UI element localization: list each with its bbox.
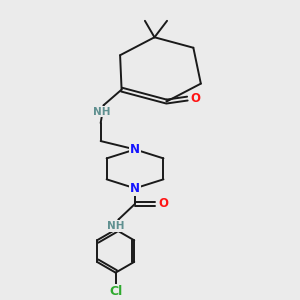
Text: Cl: Cl	[109, 285, 122, 298]
Text: NH: NH	[107, 221, 125, 231]
Text: NH: NH	[92, 107, 110, 117]
Text: N: N	[130, 143, 140, 156]
Text: O: O	[191, 92, 201, 105]
Text: O: O	[159, 197, 169, 210]
Text: N: N	[130, 182, 140, 195]
